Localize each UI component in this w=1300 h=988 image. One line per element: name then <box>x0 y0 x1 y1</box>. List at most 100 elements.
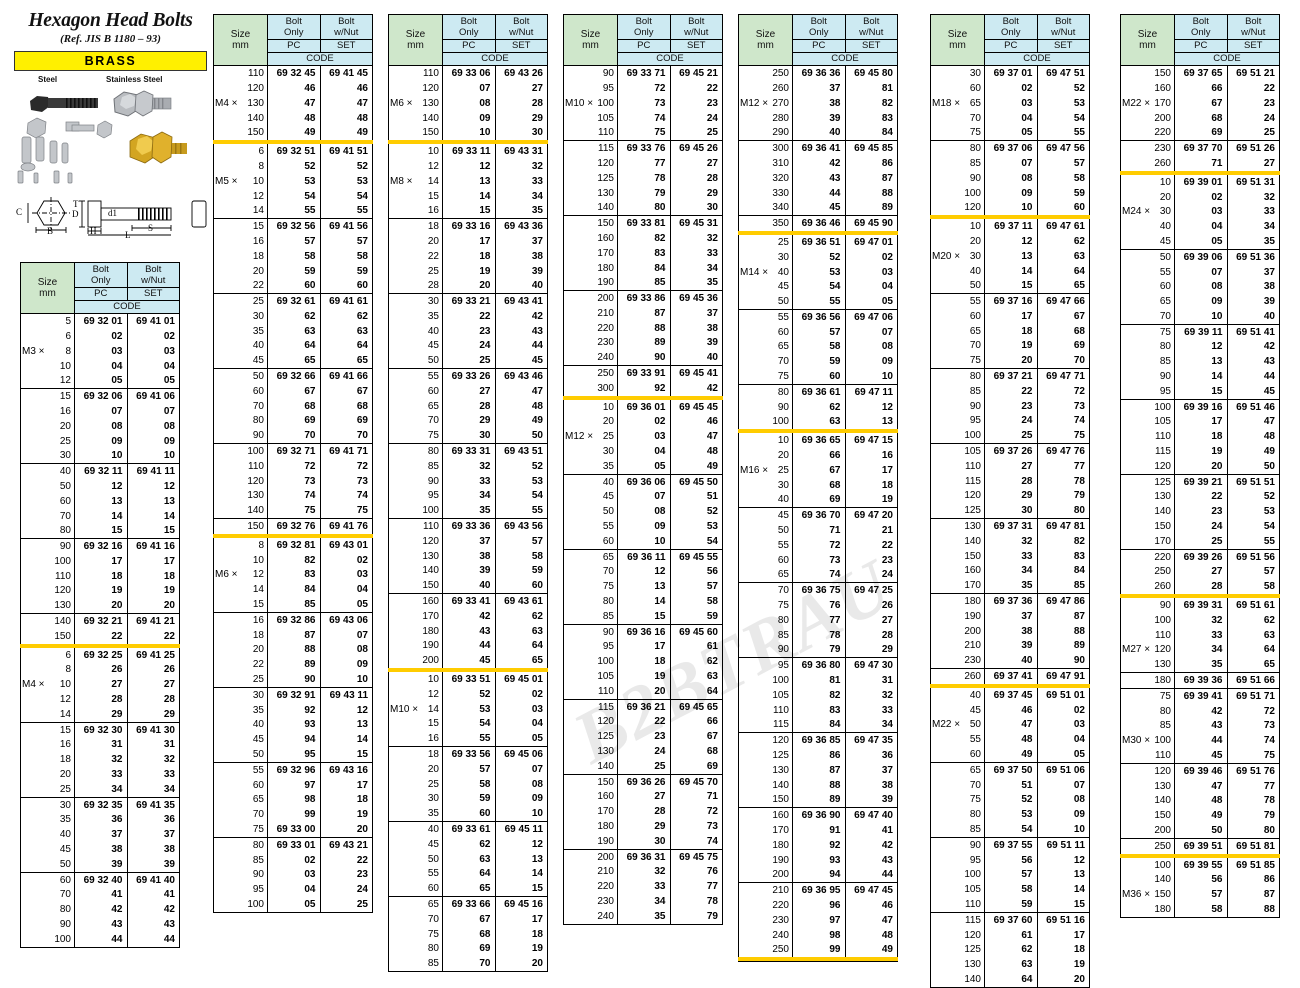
table-row[interactable]: 70 51 07 <box>931 777 1089 793</box>
table-row[interactable]: 140 25 69 <box>564 758 722 774</box>
cell-code-bolt-only[interactable]: 69 36 95 <box>801 885 841 897</box>
cell-code-bolt-with-nut[interactable]: 69 45 50 <box>669 474 723 490</box>
cell-code-bolt-only[interactable]: 59 <box>829 356 841 368</box>
table-row[interactable]: 280 39 83 <box>739 110 897 126</box>
table-row[interactable]: 200 50 80 <box>1121 823 1279 838</box>
table-row[interactable]: 120 37 57 <box>389 533 547 549</box>
table-row[interactable]: 20 57 07 <box>389 761 547 777</box>
cell-code-bolt-with-nut[interactable]: 69 41 35 <box>126 797 180 813</box>
table-row[interactable]: 6 69 32 25 69 41 25 <box>21 647 179 663</box>
table-row[interactable]: 14 55 55 <box>214 203 372 219</box>
cell-code-bolt-only[interactable]: 28 <box>111 694 123 706</box>
cell-code-bolt-only[interactable]: 69 36 36 <box>801 68 841 80</box>
cell-code-bolt-only[interactable]: 10 <box>1211 310 1223 322</box>
cell-code-bolt-only[interactable]: 69 37 36 <box>993 596 1033 608</box>
cell-code-bolt-with-nut[interactable]: 69 45 65 <box>669 699 723 715</box>
cell-code-bolt-only[interactable]: 13 <box>479 175 491 187</box>
table-row[interactable]: 190 30 74 <box>564 833 722 849</box>
cell-code-bolt-with-nut[interactable]: 05 <box>319 597 373 612</box>
cell-code-bolt-with-nut[interactable]: 19 <box>844 492 898 508</box>
cell-code-bolt-with-nut[interactable]: 27 <box>494 81 548 96</box>
cell-code-bolt-with-nut[interactable]: 05 <box>844 294 898 309</box>
table-row[interactable]: 330 44 88 <box>739 185 897 201</box>
cell-code-bolt-with-nut[interactable]: 38 <box>126 842 180 857</box>
cell-code-bolt-only[interactable]: 12 <box>654 566 666 578</box>
table-row[interactable]: 170 28 72 <box>564 804 722 820</box>
cell-code-bolt-with-nut[interactable]: 69 51 56 <box>1226 549 1280 565</box>
cell-code-bolt-with-nut[interactable]: 69 45 75 <box>669 849 723 865</box>
cell-code-bolt-with-nut[interactable]: 63 <box>319 323 373 339</box>
cell-code-bolt-only[interactable]: 13 <box>654 581 666 593</box>
cell-code-bolt-only[interactable]: 85 <box>654 277 666 289</box>
cell-code-bolt-only[interactable]: 69 33 81 <box>626 218 666 230</box>
cell-code-bolt-with-nut[interactable]: 59 <box>1036 185 1090 201</box>
table-row[interactable]: 85 78 28 <box>739 627 897 643</box>
cell-code-bolt-only[interactable]: 29 <box>1021 490 1033 502</box>
table-row[interactable]: 10 69 39 01 69 51 31 <box>1121 174 1279 190</box>
cell-code-bolt-only[interactable]: 92 <box>654 382 666 394</box>
table-row[interactable]: 160 27 71 <box>564 789 722 805</box>
cell-code-bolt-with-nut[interactable]: 72 <box>1226 703 1280 719</box>
cell-code-bolt-with-nut[interactable]: 47 <box>844 912 898 928</box>
table-row[interactable]: 90 69 36 16 69 45 60 <box>564 624 722 640</box>
table-row[interactable]: 15 85 05 <box>214 597 372 612</box>
cell-code-bolt-with-nut[interactable]: 02 <box>844 249 898 265</box>
table-row[interactable]: 120 20 50 <box>1121 458 1279 474</box>
table-row[interactable]: 30 52 02 <box>739 249 898 265</box>
cell-code-bolt-only[interactable]: 87 <box>654 307 666 319</box>
cell-code-bolt-only[interactable]: 68 <box>829 479 841 491</box>
cell-code-bolt-with-nut[interactable]: 67 <box>319 383 373 399</box>
table-row[interactable]: 95 69 36 80 69 47 30 <box>739 658 897 674</box>
cell-code-bolt-only[interactable]: 69 39 41 <box>1183 690 1223 702</box>
cell-code-bolt-with-nut[interactable]: 69 45 01 <box>494 672 548 687</box>
cell-code-bolt-with-nut[interactable]: 73 <box>1036 398 1090 414</box>
cell-code-bolt-with-nut[interactable]: 42 <box>126 902 180 918</box>
table-row[interactable]: 230 40 90 <box>931 653 1089 669</box>
cell-code-bolt-with-nut[interactable]: 13 <box>494 851 548 867</box>
cell-code-bolt-only[interactable]: 69 37 55 <box>993 839 1033 851</box>
cell-code-bolt-with-nut[interactable]: 69 41 76 <box>319 519 373 534</box>
table-row[interactable]: M10 × 14 53 03 <box>389 701 547 717</box>
cell-code-bolt-with-nut[interactable]: 30 <box>494 125 548 141</box>
cell-code-bolt-only[interactable]: 03 <box>1211 206 1223 218</box>
cell-code-bolt-only[interactable]: 29 <box>479 415 491 427</box>
table-row[interactable]: 110 27 77 <box>931 458 1089 474</box>
cell-code-bolt-only[interactable]: 69 33 66 <box>451 898 491 910</box>
cell-code-bolt-only[interactable]: 20 <box>1211 460 1223 472</box>
cell-code-bolt-only[interactable]: 84 <box>829 719 841 731</box>
cell-code-bolt-only[interactable]: 69 39 06 <box>1183 251 1223 263</box>
cell-code-bolt-with-nut[interactable]: 57 <box>1226 564 1280 580</box>
table-row[interactable]: 70 10 40 <box>1121 309 1279 324</box>
cell-code-bolt-only[interactable]: 17 <box>1211 416 1223 428</box>
cell-code-bolt-with-nut[interactable]: 47 <box>494 383 548 399</box>
cell-code-bolt-only[interactable]: 49 <box>1021 749 1033 760</box>
cell-code-bolt-only[interactable]: 69 32 06 <box>83 391 123 403</box>
cell-code-bolt-with-nut[interactable]: 80 <box>1036 503 1090 519</box>
table-row[interactable]: 10 69 37 11 69 47 61 <box>931 219 1089 235</box>
cell-code-bolt-only[interactable]: 34 <box>654 895 666 907</box>
table-row[interactable]: 16 15 35 <box>389 203 547 219</box>
table-row[interactable]: 180 84 34 <box>564 260 722 276</box>
table-row[interactable]: 45 69 36 70 69 47 20 <box>739 508 897 524</box>
cell-code-bolt-only[interactable]: 67 <box>304 385 316 397</box>
table-row[interactable]: M8 × 14 13 33 <box>389 173 547 189</box>
cell-code-bolt-with-nut[interactable]: 52 <box>669 504 723 520</box>
table-row[interactable]: 120 07 27 <box>389 81 547 96</box>
table-row[interactable]: 100 69 39 55 69 51 85 <box>1121 857 1279 873</box>
cell-code-bolt-with-nut[interactable]: 09 <box>319 657 373 673</box>
cell-code-bolt-only[interactable]: 14 <box>1211 371 1223 383</box>
table-row[interactable]: 85 15 59 <box>564 608 722 624</box>
table-row[interactable]: 12 54 54 <box>214 188 372 204</box>
cell-code-bolt-with-nut[interactable]: 86 <box>1226 872 1280 888</box>
table-row[interactable]: 200 94 44 <box>739 867 897 883</box>
table-row[interactable]: 140 64 20 <box>931 972 1089 987</box>
table-row[interactable]: 115 69 33 76 69 45 26 <box>564 141 722 157</box>
cell-code-bolt-only[interactable]: 35 <box>1021 580 1033 592</box>
table-row[interactable]: 65 28 48 <box>389 398 547 414</box>
cell-code-bolt-only[interactable]: 63 <box>1021 959 1033 971</box>
cell-code-bolt-only[interactable]: 69 37 06 <box>993 143 1033 155</box>
cell-code-bolt-with-nut[interactable]: 69 47 56 <box>1036 141 1090 157</box>
cell-code-bolt-with-nut[interactable]: 69 <box>1036 338 1090 354</box>
cell-code-bolt-with-nut[interactable]: 62 <box>1226 612 1280 628</box>
table-row[interactable]: 70 69 36 75 69 47 25 <box>739 583 897 599</box>
